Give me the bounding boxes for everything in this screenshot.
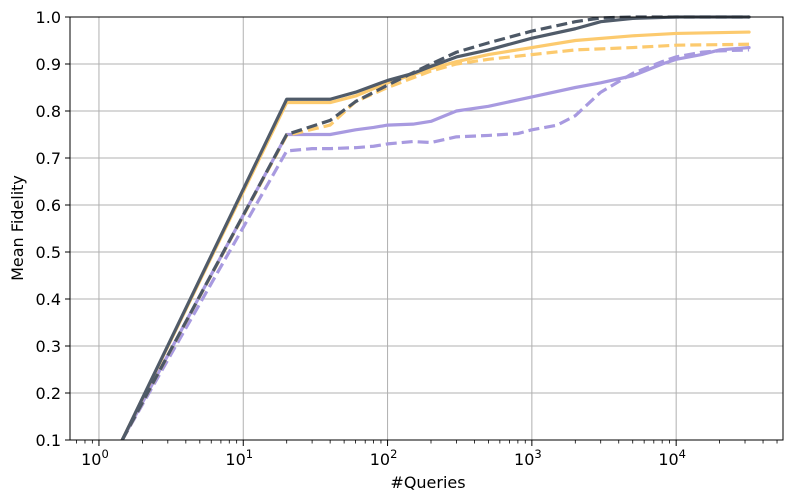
y-tick-label: 0.1	[36, 431, 61, 450]
plot-frame	[69, 16, 784, 441]
y-tick-label: 0.8	[36, 102, 61, 121]
series-line-2	[120, 45, 751, 440]
series-line-4	[120, 30, 751, 440]
series-group	[120, 15, 751, 440]
series-line-5	[120, 15, 750, 440]
x-tick-label: 104	[658, 447, 686, 469]
series-line-6	[120, 15, 751, 440]
y-tick-label: 0.6	[36, 196, 61, 215]
y-tick-label: 0.5	[36, 243, 61, 262]
x-tick-label: 101	[225, 447, 253, 469]
x-tick-label: 100	[81, 447, 109, 469]
y-tick-label: 0.7	[36, 149, 61, 168]
series-line-3	[120, 42, 750, 440]
y-tick-label: 0.3	[36, 337, 61, 356]
x-axis-label: #Queries	[390, 473, 465, 492]
y-tick-label: 0.2	[36, 384, 61, 403]
ticks: 0.1 0.2 0.3 0.4 0.5 0.6 0.7 0.8 0.9 1.0 100 101 102 1…	[36, 8, 778, 469]
x-tick-label: 102	[370, 447, 398, 469]
y-tick-label: 1.0	[36, 8, 61, 27]
y-tick-label: 0.4	[36, 290, 61, 309]
y-tick-label: 0.9	[36, 55, 61, 74]
y-axis-label: Mean Fidelity	[8, 175, 27, 281]
grid	[70, 16, 783, 441]
series-line-1	[120, 48, 750, 440]
x-tick-label: 103	[514, 447, 542, 469]
